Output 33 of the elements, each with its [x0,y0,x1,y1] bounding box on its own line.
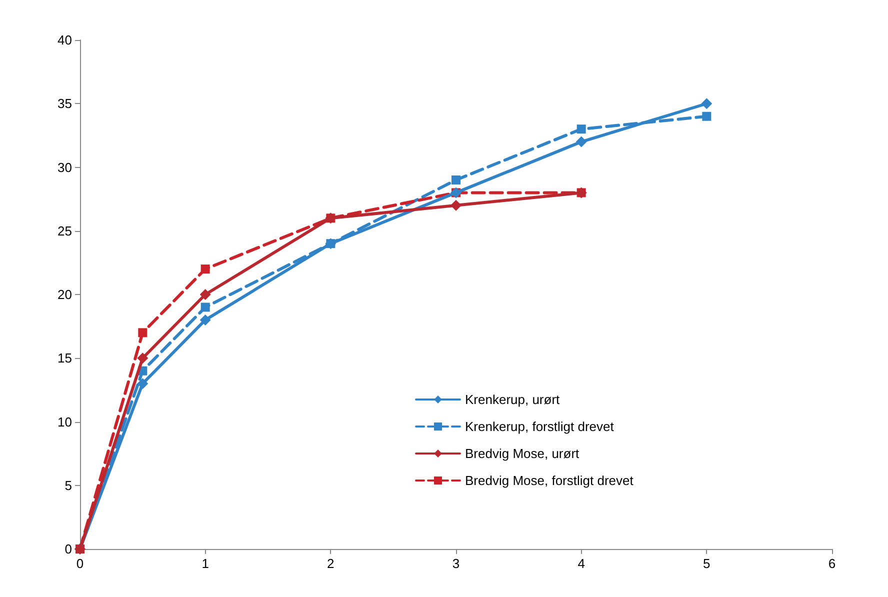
point [576,124,586,134]
point [138,328,148,338]
point [200,289,211,300]
y-tick-label: 30 [58,160,72,175]
point [452,175,460,184]
y-tick-label: 15 [58,350,72,366]
point [701,98,712,110]
point [576,136,587,148]
point [137,352,148,364]
y-tick-label: 40 [58,32,72,48]
x-tick-label: 6 [828,556,836,571]
legend-label: Krenkerup, urørt [465,392,560,407]
x-tick-label: 3 [452,556,460,571]
point [200,302,210,312]
y-tick-label: 25 [58,223,72,238]
y-tick-label: 20 [58,287,72,302]
y-tick-label: 35 [58,96,72,112]
x-tick-label: 4 [578,556,585,571]
x-tick-label: 0 [76,556,84,571]
point [137,378,148,390]
y-tick-label: 0 [64,542,72,556]
point [702,112,712,121]
y-tick-label: 5 [64,478,72,493]
legend-label: Krenkerup, forstligt drevet [465,419,614,434]
y-tick-label: 10 [58,414,72,430]
x-tick-label: 2 [327,556,334,571]
legend-label: Bredvig Mose, forstligt drevet [465,473,634,488]
x-tick-label: 5 [703,556,710,571]
point [200,314,211,326]
point [200,264,210,274]
x-tick-label: 1 [202,556,209,571]
point [450,200,462,211]
legend-label: Bredvig Mose, urørt [465,446,580,461]
